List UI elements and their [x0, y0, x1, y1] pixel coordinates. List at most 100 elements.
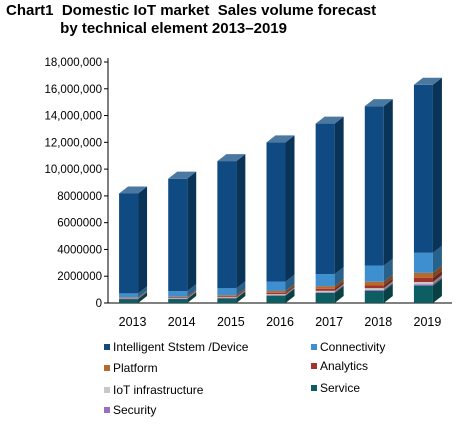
- legend-swatch: [311, 363, 317, 369]
- bar-segment: [315, 286, 335, 289]
- bar-segment-side: [138, 291, 148, 299]
- bar-segment-side: [138, 290, 148, 298]
- legend-swatch: [311, 344, 317, 350]
- bar-segment: [217, 297, 237, 299]
- bar-segment-side: [236, 281, 246, 296]
- bar-segment: [217, 161, 237, 289]
- bar-segment: [119, 297, 139, 299]
- y-tick-label: 10,000,000: [44, 164, 102, 176]
- legend-label: Security: [113, 403, 156, 417]
- bar-top: [119, 186, 148, 194]
- bar-segment: [364, 285, 384, 289]
- bar-segment: [364, 289, 384, 291]
- bar-segment-side: [432, 265, 442, 278]
- bar-segment-side: [432, 274, 442, 285]
- y-tick-label: 0: [96, 298, 102, 310]
- bar-segment-side: [432, 270, 442, 282]
- bar-segment: [119, 193, 139, 294]
- bar-segment-side: [187, 284, 197, 297]
- bar-segment-side: [334, 116, 344, 275]
- bar-segment-side: [187, 289, 197, 298]
- y-tick-label: 8000000: [57, 191, 102, 203]
- bar-segment: [364, 281, 384, 286]
- chart-legend: Intelligent Ststem /Device Connectivity Pl…: [104, 340, 385, 417]
- bar-segment-side: [285, 288, 295, 303]
- bar-segment-side: [285, 288, 295, 296]
- bar-segment: [266, 292, 286, 295]
- legend-swatch: [104, 365, 110, 371]
- bar-segment-side: [138, 286, 148, 298]
- bar-segment: [119, 297, 139, 298]
- bar-segment-side: [334, 279, 344, 289]
- bar-segment-side: [432, 77, 442, 253]
- bar-segment-side: [236, 289, 246, 298]
- bar-segment: [364, 106, 384, 266]
- legend-label: Platform: [113, 361, 158, 375]
- bar-segment: [315, 288, 335, 291]
- bar-segment-side: [285, 283, 295, 293]
- bar-segment: [413, 281, 433, 285]
- bar-top: [413, 77, 442, 85]
- bar-segment: [413, 252, 433, 273]
- bar-segment: [168, 298, 188, 299]
- legend-label: IoT infrastructure: [113, 383, 204, 397]
- bar-segment: [119, 298, 139, 303]
- bar-segment-side: [138, 186, 148, 294]
- bar-segment-side: [285, 287, 295, 296]
- bar-segment: [413, 285, 433, 303]
- x-tick-label: 2017: [315, 315, 343, 329]
- bar-top: [217, 154, 246, 162]
- bar-segment-side: [236, 154, 246, 289]
- chart-title: Chart1 Domestic IoT market Sales volume …: [6, 2, 377, 37]
- bar-segment-side: [187, 291, 197, 303]
- legend-swatch: [311, 385, 317, 391]
- bar-segment: [413, 272, 433, 278]
- bar-segment: [413, 277, 433, 282]
- legend-label: Connectivity: [320, 340, 385, 354]
- bar-segment-side: [432, 277, 442, 286]
- legend-label: Intelligent Ststem /Device: [113, 340, 249, 354]
- legend-label: Analytics: [320, 359, 368, 373]
- legend-item: Intelligent Ststem /Device: [104, 340, 249, 354]
- legend-item: Analytics: [311, 359, 368, 373]
- bar-segment-side: [334, 267, 344, 287]
- bar-segment-side: [187, 290, 197, 299]
- bar-segment: [217, 296, 237, 298]
- bar-segment: [315, 292, 335, 303]
- bar-segment-side: [187, 291, 197, 299]
- bar-top: [168, 171, 197, 179]
- bar-segment: [168, 178, 188, 292]
- bar-segment: [413, 84, 433, 253]
- bar-segment: [266, 294, 286, 296]
- bar-segment-side: [383, 258, 393, 282]
- bar-segment-side: [187, 171, 197, 292]
- x-tick-label: 2019: [414, 315, 442, 329]
- bar-top: [315, 116, 344, 124]
- bar-segment-side: [383, 282, 393, 291]
- legend-label: Service: [320, 381, 360, 395]
- bar-segment: [119, 293, 139, 298]
- x-tick-label: 2018: [364, 315, 392, 329]
- chart-axes: 0 2000000 4000000 6000000 8000000 10,000,000 1…: [44, 57, 452, 329]
- bar-segment: [266, 290, 286, 293]
- legend-swatch: [104, 344, 110, 350]
- bar-segment: [217, 297, 237, 298]
- bar-segment-side: [334, 285, 344, 293]
- legend-item: Connectivity: [311, 340, 385, 354]
- x-tick-label: 2013: [119, 315, 147, 329]
- bar-segment-side: [236, 291, 246, 303]
- bar-segment: [168, 291, 188, 297]
- legend-item: Platform: [104, 361, 158, 375]
- bar-segment: [168, 298, 188, 300]
- bar-segment: [266, 142, 286, 282]
- bar-segment: [315, 292, 335, 293]
- chart-bars: [119, 77, 442, 303]
- bar-segment-side: [383, 278, 393, 289]
- bar-segment-side: [187, 291, 197, 299]
- bar-segment: [364, 288, 384, 290]
- bar-segment: [217, 288, 237, 296]
- x-tick-label: 2015: [217, 315, 245, 329]
- bar-segment: [364, 290, 384, 303]
- bar-segment: [315, 290, 335, 293]
- bar-segment: [266, 281, 286, 291]
